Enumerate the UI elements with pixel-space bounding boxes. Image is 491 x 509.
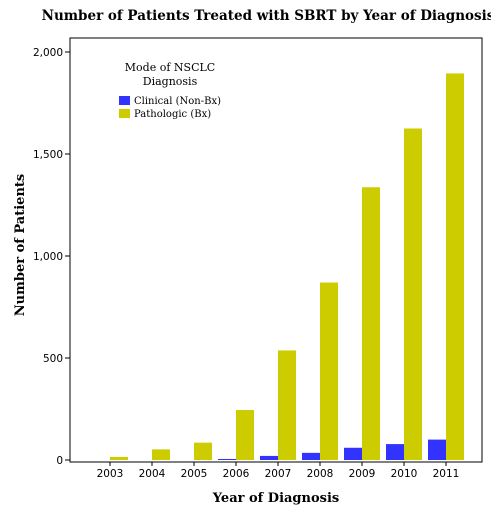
bar-pathologic [362, 187, 380, 460]
bar-pathologic [236, 410, 254, 460]
plot-frame [69, 37, 483, 463]
y-tick-label: 500 [43, 353, 63, 365]
x-axis-ticks: 2003 2004 2005 2006 2007 2008 2009 2010 2011 [97, 462, 460, 480]
y-tick-label: 1,500 [33, 149, 63, 161]
bar-clinical [260, 455, 278, 460]
legend-swatch-pathologic [119, 109, 130, 118]
y-tick-label: 2,000 [33, 47, 63, 59]
x-tick-label: 2011 [433, 468, 460, 480]
x-tick-label: 2010 [391, 468, 418, 480]
legend-title-line1: Mode of NSCLC [125, 61, 215, 74]
legend-title-line2: Diagnosis [143, 75, 198, 88]
bar-clinical [344, 447, 362, 460]
bar-pathologic [110, 456, 128, 460]
bar-pathologic [320, 282, 338, 460]
x-tick-label: 2003 [97, 468, 124, 480]
bar-pathologic [194, 442, 212, 460]
x-tick-label: 2005 [181, 468, 208, 480]
chart-title: Number of Patients Treated with SBRT by … [42, 8, 491, 24]
bar-clinical [302, 452, 320, 460]
legend-swatch-clinical [119, 96, 130, 105]
bar-pathologic [152, 449, 170, 460]
bar-clinical [386, 444, 404, 460]
x-tick-label: 2007 [265, 468, 292, 480]
y-tick-label: 1,000 [33, 251, 63, 263]
y-tick-label: 0 [56, 455, 63, 467]
y-axis-ticks: 0 500 1,000 1,500 2,000 [33, 47, 70, 467]
bar-pathologic [404, 128, 422, 460]
bars [110, 73, 464, 461]
bar-clinical [218, 458, 236, 460]
bar-pathologic [278, 350, 296, 460]
y-axis-title: Number of Patients [13, 174, 28, 316]
x-tick-label: 2008 [307, 468, 334, 480]
bar-clinical [428, 439, 446, 460]
x-tick-label: 2006 [223, 468, 250, 480]
x-tick-label: 2009 [349, 468, 376, 480]
legend-label-clinical: Clinical (Non-Bx) [134, 96, 221, 107]
x-tick-label: 2004 [139, 468, 166, 480]
legend: Mode of NSCLC Diagnosis Clinical (Non-Bx… [119, 61, 221, 120]
bar-pathologic [446, 73, 464, 461]
legend-label-pathologic: Pathologic (Bx) [134, 109, 211, 120]
x-axis-title: Year of Diagnosis [212, 491, 339, 506]
